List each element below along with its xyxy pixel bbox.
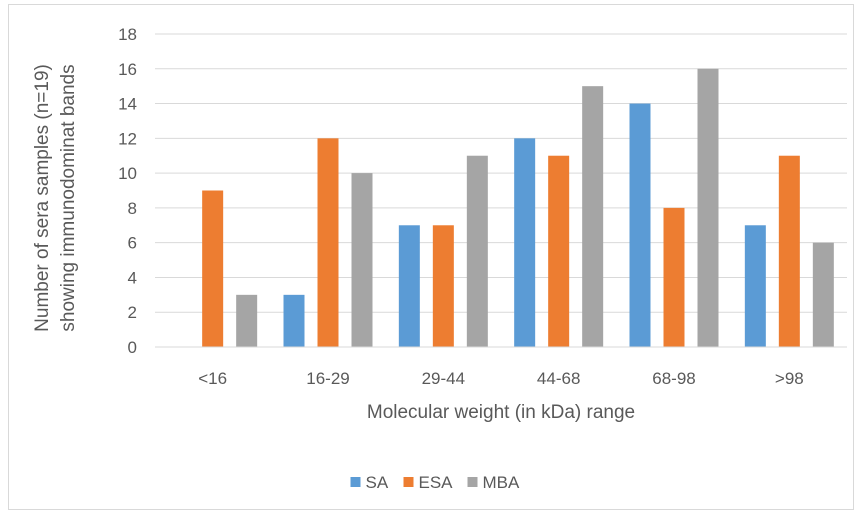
x-tick-label: 16-29 xyxy=(306,369,349,388)
y-axis-title-line-2: showing immunodominat bands xyxy=(58,64,79,331)
bar-mba-4 xyxy=(697,68,719,348)
legend-label-mba: MBA xyxy=(483,473,521,492)
bar-esa-2 xyxy=(432,225,454,347)
y-tick-label: 18 xyxy=(118,25,137,44)
x-axis-ticks: <16 16-29 29-44 44-68 68-98 >98 xyxy=(198,369,804,388)
legend-swatch-esa xyxy=(403,477,414,487)
legend-swatch-mba xyxy=(467,477,478,487)
x-tick-label: 68-98 xyxy=(652,369,695,388)
x-tick-label: 44-68 xyxy=(537,369,580,388)
legend-swatch-sa xyxy=(350,477,361,487)
bars xyxy=(202,68,834,348)
bar-sa-1 xyxy=(283,294,305,347)
bar-esa-5 xyxy=(778,155,800,347)
bar-sa-5 xyxy=(744,225,766,347)
bar-mba-3 xyxy=(582,86,604,348)
y-tick-label: 14 xyxy=(118,95,137,114)
y-axis-ticks: 0 2 4 6 8 10 12 14 16 18 xyxy=(118,25,137,357)
bar-esa-1 xyxy=(317,138,339,347)
legend-label-sa: SA xyxy=(366,473,389,492)
x-tick-label: <16 xyxy=(198,369,227,388)
gridlines xyxy=(155,33,847,313)
y-tick-label: 8 xyxy=(128,199,137,218)
bar-esa-4 xyxy=(663,207,685,347)
bar-sa-4 xyxy=(629,103,651,347)
bar-mba-5 xyxy=(812,242,834,347)
bar-esa-0 xyxy=(202,190,224,347)
y-tick-label: 16 xyxy=(118,60,137,79)
y-tick-label: 12 xyxy=(118,129,137,148)
x-tick-label: >98 xyxy=(775,369,804,388)
y-tick-label: 4 xyxy=(128,268,137,287)
y-axis-title-line-1: Number of sera samples (n=19) xyxy=(32,64,53,332)
bar-sa-3 xyxy=(514,138,536,347)
bar-esa-3 xyxy=(548,155,570,347)
bar-mba-1 xyxy=(351,173,373,347)
x-axis-title: Molecular weight (in kDa) range xyxy=(367,402,635,423)
legend-label-esa: ESA xyxy=(419,473,454,492)
legend: SA ESA MBA xyxy=(350,473,521,492)
bar-mba-2 xyxy=(466,155,488,347)
y-tick-label: 0 xyxy=(128,338,137,357)
bar-sa-2 xyxy=(398,225,420,347)
y-tick-label: 6 xyxy=(128,234,137,253)
y-tick-label: 10 xyxy=(118,164,137,183)
bar-mba-0 xyxy=(236,294,258,347)
x-tick-label: 29-44 xyxy=(422,369,465,388)
y-axis-title: Number of sera samples (n=19) showing im… xyxy=(32,64,79,332)
y-tick-label: 2 xyxy=(128,303,137,322)
